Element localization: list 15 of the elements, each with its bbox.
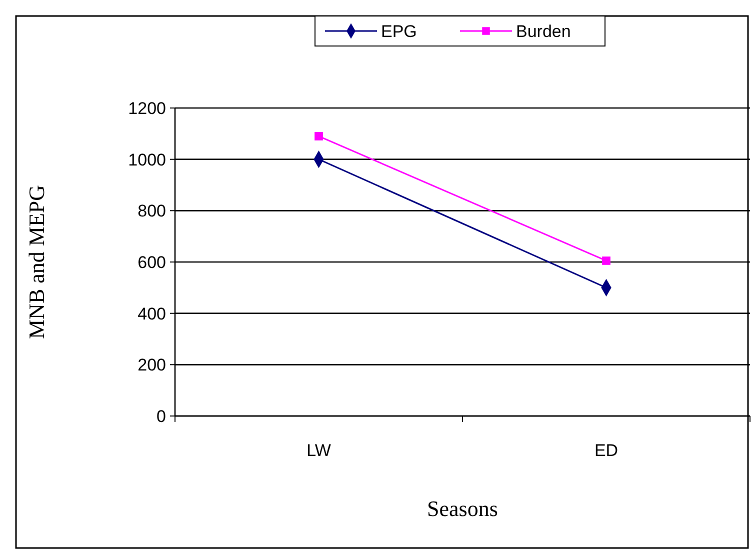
x-axis-title: Seasons xyxy=(427,496,498,521)
y-tick-label: 200 xyxy=(138,356,166,375)
y-tick-label: 800 xyxy=(138,202,166,221)
legend-label: EPG xyxy=(381,22,417,41)
y-tick-label: 1000 xyxy=(128,150,166,170)
y-tick-label: 400 xyxy=(138,304,166,324)
x-tick-label: LW xyxy=(306,441,331,460)
point xyxy=(602,256,610,265)
y-tick-label: 600 xyxy=(138,252,166,272)
point xyxy=(314,132,323,140)
x-tick-label: ED xyxy=(594,441,618,460)
y-tick-label: 0 xyxy=(156,406,166,426)
y-tick-label: 1200 xyxy=(128,98,166,118)
legend-label: Burden xyxy=(516,22,571,41)
y-axis-title: MNB and MEPG xyxy=(24,184,49,340)
